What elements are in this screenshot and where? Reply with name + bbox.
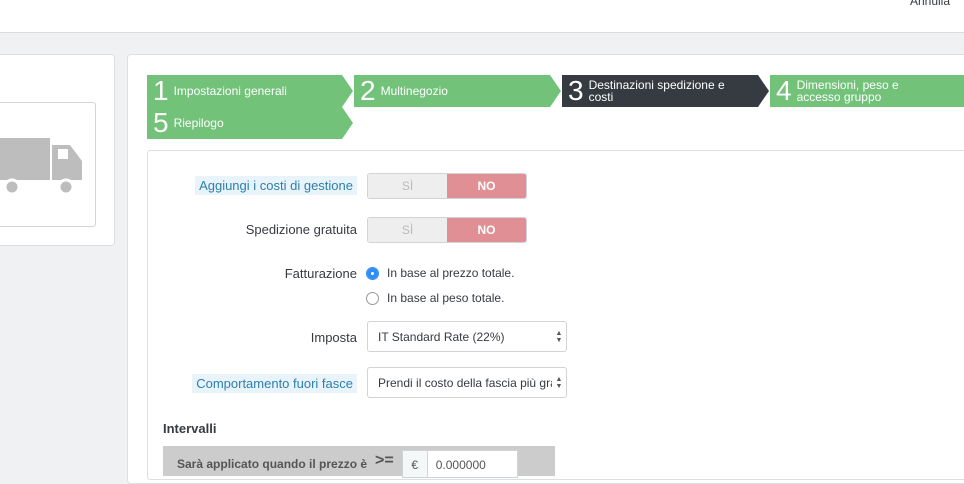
out-of-range-select[interactable]: Prendi il costo della fascia più grande▲… [367,367,567,398]
radio-label: In base al prezzo totale. [387,266,515,280]
step-number: 3 [568,75,584,106]
free-shipping-label: Spedizione gratuita [245,222,357,237]
currency-addon: € [401,450,428,478]
step-1[interactable]: 1 Impostazioni generali [147,75,353,107]
select-value: IT Standard Rate (22%) [378,329,505,344]
step-number: 5 [153,107,169,138]
select-value: Prendi il costo della fascia più grande [378,375,552,390]
handling-costs-toggle[interactable]: SÌ NO [367,173,527,199]
toggle-no[interactable]: NO [447,174,526,198]
top-bar: Annulla [0,0,964,33]
radio-checked-icon[interactable] [366,266,379,280]
billing-label: Fatturazione [284,266,357,281]
toggle-no[interactable]: NO [447,218,526,242]
carrier-logo-panel [0,54,115,246]
step-label: Multinegozio [380,84,448,98]
step-label: Riepilogo [173,116,224,130]
step-label: Dimensioni, peso e accesso gruppo [796,78,899,104]
billing-price-radio[interactable]: In base al prezzo totale. [366,266,514,280]
step-2[interactable]: 2 Multinegozio [354,75,561,107]
truck-icon [0,138,82,196]
range-min-input[interactable]: 0.000000 [427,450,518,478]
step-number: 1 [153,75,169,106]
step-3[interactable]: 3 Destinazioni spedizione e costi [562,75,769,107]
ranges-title: Intervalli [163,421,217,436]
range-row-label: Sarà applicato quando il prezzo è [177,457,368,471]
select-arrows-icon: ▲ ▼ [555,375,563,390]
billing-weight-radio[interactable]: In base al peso totale. [366,291,504,305]
tax-label: Imposta [310,330,357,345]
free-shipping-toggle[interactable]: SÌ NO [367,217,527,243]
radio-label: In base al peso totale. [387,291,505,305]
radio-unchecked-icon[interactable] [366,291,379,305]
tax-select[interactable]: IT Standard Rate (22%) ▲ ▼ [367,321,567,352]
select-arrows-icon: ▲ ▼ [555,329,563,344]
step-number: 2 [360,75,376,106]
toggle-yes[interactable]: SÌ [368,218,447,242]
ranges-table: Sarà applicato quando il prezzo è >= € 0… [163,446,555,478]
range-operator: >= [375,452,394,469]
handling-costs-label: Aggiungi i costi di gestione [195,176,357,195]
step-4[interactable]: 4 Dimensioni, peso e accesso gruppo [770,75,964,107]
carrier-logo-box [0,102,96,227]
step-label: Destinazioni spedizione e costi [588,78,725,104]
form-box [147,150,964,480]
step-5[interactable]: 5 Riepilogo [147,107,353,139]
cancel-link[interactable]: Annulla [909,0,950,8]
out-of-range-label: Comportamento fuori fasce [192,374,357,393]
step-number: 4 [776,75,792,106]
toggle-yes[interactable]: SÌ [368,174,447,198]
step-label: Impostazioni generali [173,84,287,98]
